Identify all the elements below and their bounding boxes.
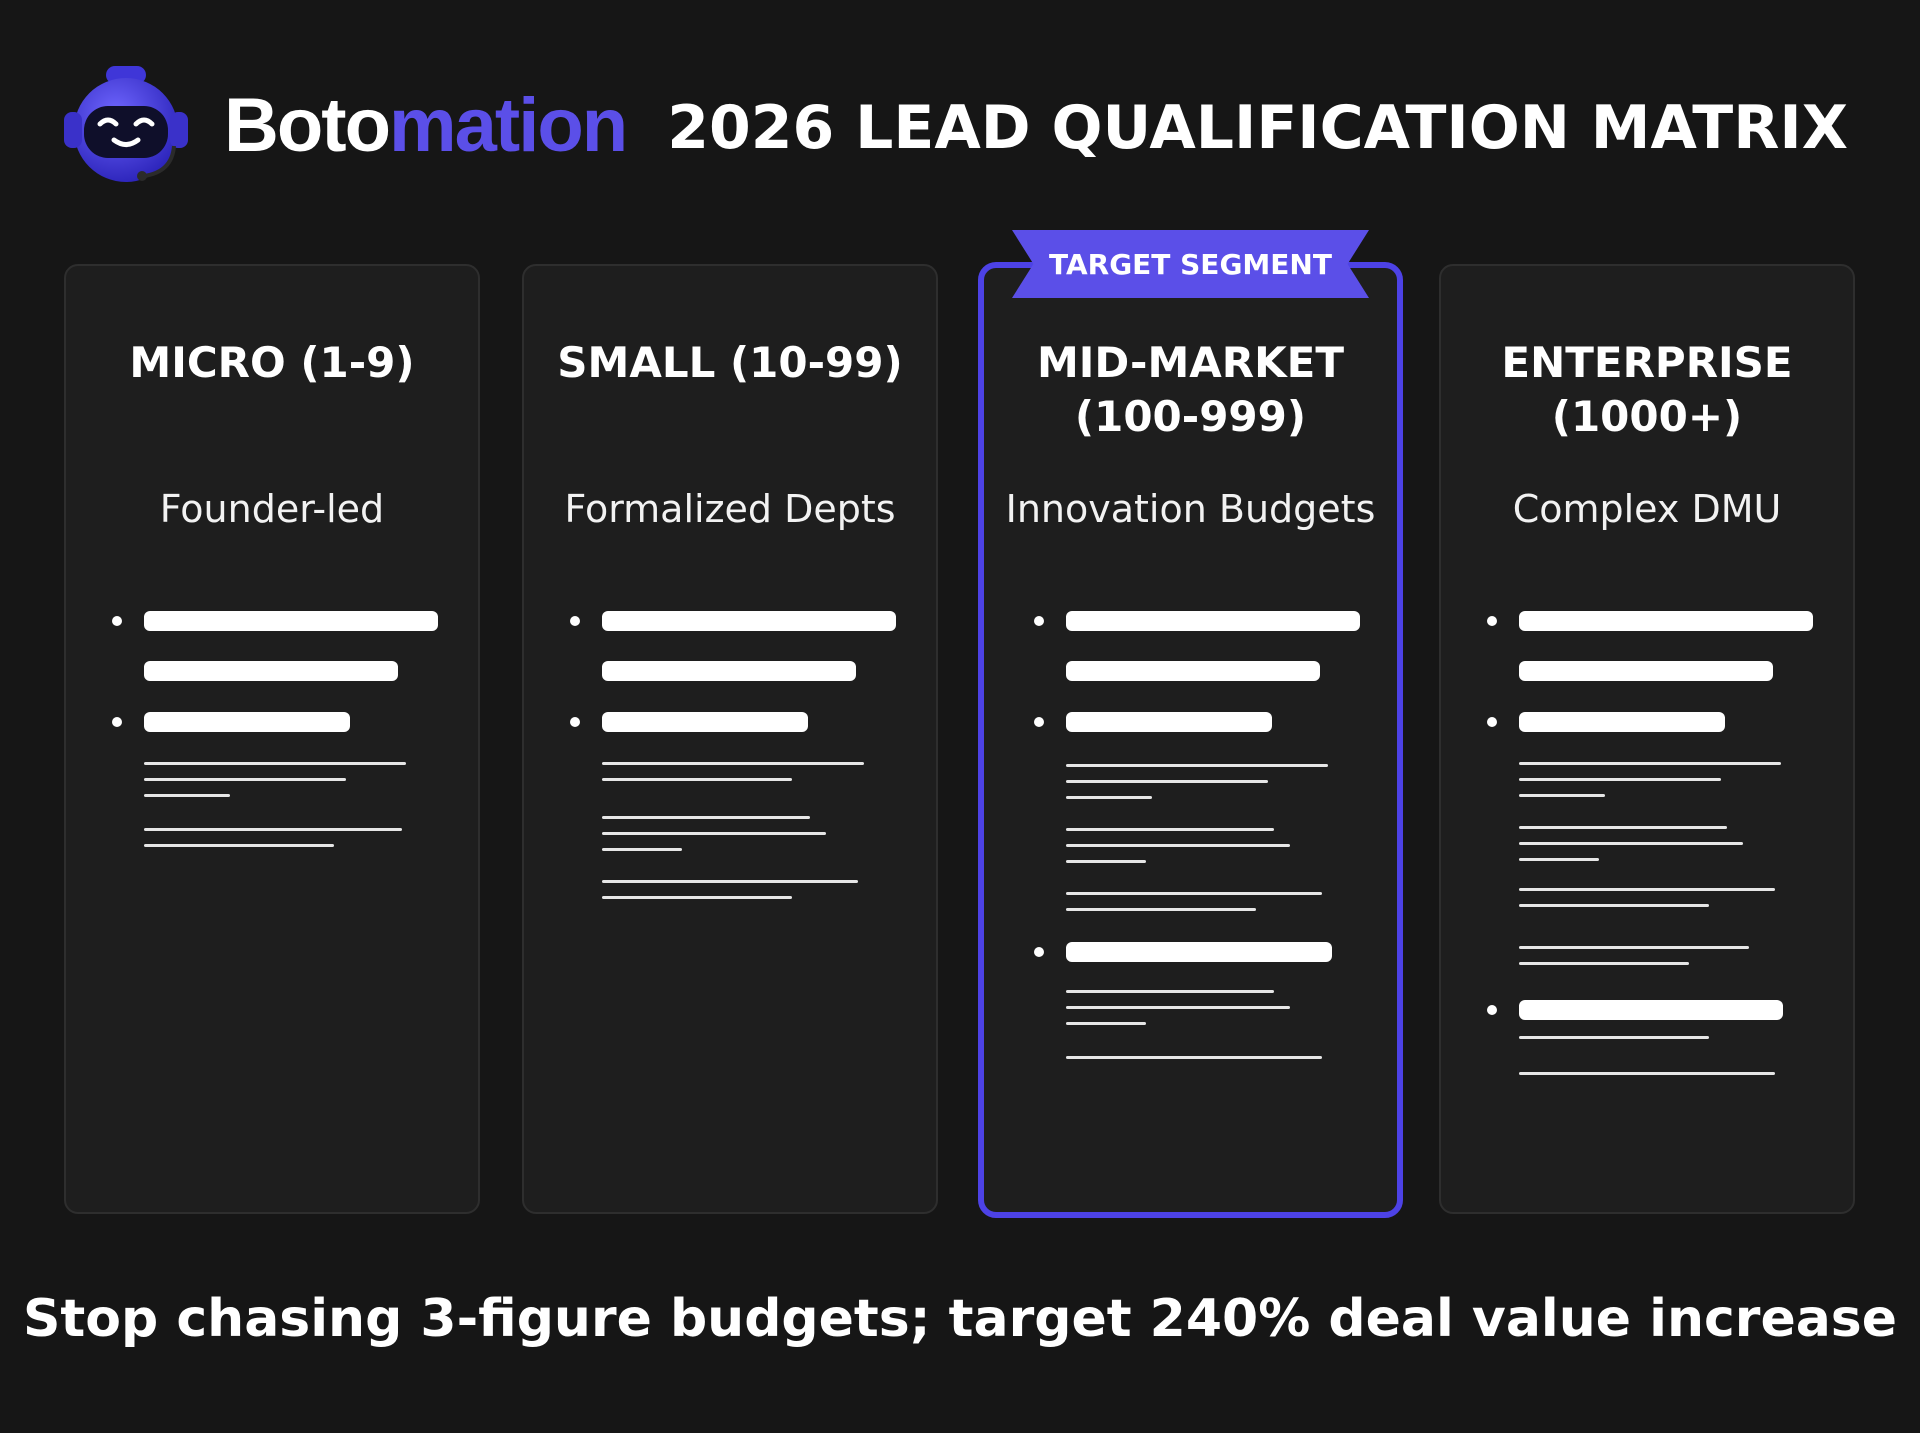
placeholder-line	[1066, 844, 1290, 847]
placeholder-line	[602, 848, 682, 851]
placeholder-line	[602, 832, 826, 835]
placeholder-line	[1066, 1022, 1146, 1025]
segment-card-small: SMALL (10-99) Formalized Depts	[522, 264, 938, 1214]
card-title: ENTERPRISE (1000+)	[1501, 338, 1793, 441]
placeholder-line	[1519, 826, 1727, 829]
placeholder-bar	[1519, 661, 1773, 681]
placeholder-line	[1519, 842, 1743, 845]
brand-part-1: Boto	[224, 83, 391, 168]
bullet-icon	[1034, 717, 1044, 727]
placeholder-line	[144, 844, 334, 847]
placeholder-line	[1066, 990, 1274, 993]
placeholder-line	[602, 896, 792, 899]
placeholder-line	[1066, 828, 1274, 831]
bullet-icon	[112, 616, 122, 626]
placeholder-bar	[144, 712, 350, 732]
segment-card-micro: MICRO (1-9) Founder-led	[64, 264, 480, 1214]
placeholder-line	[1519, 858, 1599, 861]
brand-part-2: mation	[389, 83, 628, 168]
placeholder-line	[1066, 908, 1256, 911]
placeholder-line	[144, 762, 406, 765]
placeholder-line	[1066, 780, 1268, 783]
placeholder-line	[1066, 1056, 1322, 1059]
robot-headset-icon	[64, 66, 188, 182]
placeholder-line	[1519, 762, 1781, 765]
page-title: 2026 LEAD QUALIFICATION MATRIX	[667, 93, 1848, 163]
card-subtitle: Formalized Depts	[564, 487, 896, 531]
bullet-icon	[570, 717, 580, 727]
placeholder-line	[602, 816, 810, 819]
placeholder-bar	[1519, 1000, 1783, 1020]
card-subtitle: Founder-led	[159, 487, 385, 531]
card-title: MICRO (1-9)	[129, 338, 415, 387]
placeholder-line	[602, 762, 864, 765]
placeholder-bar	[1066, 942, 1332, 962]
bullet-icon	[1487, 1005, 1497, 1015]
placeholder-line	[1519, 962, 1689, 965]
segment-card-mid-market: MID-MARKET (100-999) Innovation Budgets	[978, 262, 1403, 1218]
placeholder-line	[1519, 904, 1709, 907]
placeholder-line	[1519, 946, 1749, 949]
brand-wordmark: Botomation	[224, 82, 628, 170]
placeholder-line	[602, 880, 858, 883]
segment-card-enterprise: ENTERPRISE (1000+) Complex DMU	[1439, 264, 1855, 1214]
bullet-icon	[1034, 947, 1044, 957]
placeholder-bar	[144, 661, 398, 681]
placeholder-line	[144, 828, 402, 831]
placeholder-bar	[1066, 661, 1320, 681]
target-segment-badge: TARGET SEGMENT	[1012, 230, 1369, 298]
placeholder-bar	[602, 611, 896, 631]
placeholder-bar	[144, 611, 438, 631]
footer-tagline: Stop chasing 3-figure budgets; target 24…	[22, 1289, 1898, 1349]
placeholder-line	[1066, 764, 1328, 767]
placeholder-line	[1066, 1006, 1290, 1009]
bullet-icon	[1487, 616, 1497, 626]
placeholder-line	[1519, 794, 1605, 797]
placeholder-line	[1066, 796, 1152, 799]
placeholder-bar	[602, 661, 856, 681]
bullet-icon	[1034, 616, 1044, 626]
badge-label: TARGET SEGMENT	[1049, 247, 1332, 281]
bullet-icon	[570, 616, 580, 626]
card-title: SMALL (10-99)	[557, 338, 903, 387]
card-title: MID-MARKET (100-999)	[1036, 338, 1345, 441]
placeholder-bar	[602, 712, 808, 732]
placeholder-line	[602, 778, 792, 781]
card-subtitle: Innovation Budgets	[1005, 487, 1376, 531]
placeholder-bar	[1066, 611, 1360, 631]
placeholder-line	[1519, 1036, 1709, 1039]
placeholder-bar	[1519, 712, 1725, 732]
placeholder-line	[1066, 860, 1146, 863]
placeholder-line	[1519, 888, 1775, 891]
card-subtitle: Complex DMU	[1512, 487, 1782, 531]
bullet-icon	[1487, 717, 1497, 727]
placeholder-bar	[1519, 611, 1813, 631]
placeholder-line	[1519, 1072, 1775, 1075]
placeholder-line	[144, 794, 230, 797]
placeholder-line	[1519, 778, 1721, 781]
bullet-icon	[112, 717, 122, 727]
placeholder-line	[1066, 892, 1322, 895]
placeholder-bar	[1066, 712, 1272, 732]
placeholder-line	[144, 778, 346, 781]
